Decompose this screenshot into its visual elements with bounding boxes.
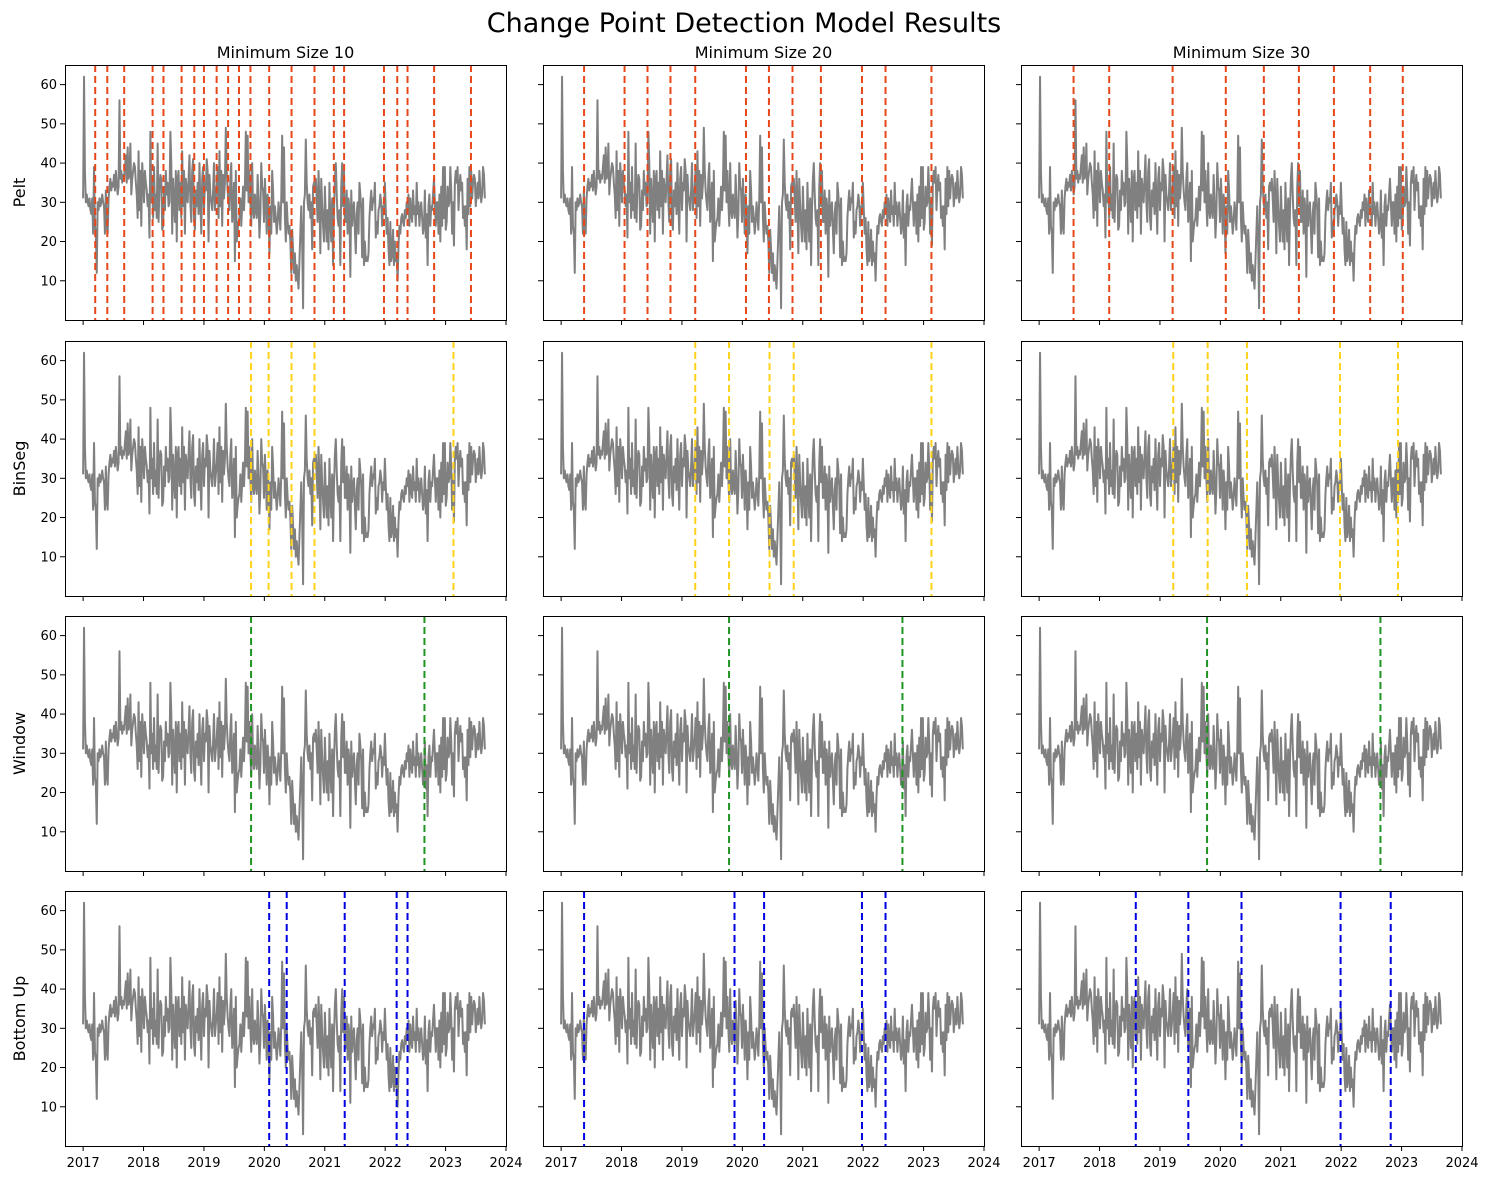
x-tick-label: 2017 [67, 1156, 100, 1171]
x-tick-label: 2023 [907, 1156, 940, 1171]
y-tick-label: 50 [40, 393, 57, 408]
subplot-window-col1: 10 20 30 40 50 60 [40, 616, 507, 876]
axes-frame [65, 65, 507, 321]
y-tick-label: 40 [40, 983, 57, 998]
subplot-bottom-up-col2: 2017 2018 2019 2020 2021 2022 2023 2024 [538, 891, 1001, 1171]
subplot-window-col2 [538, 616, 985, 876]
x-tick-label: 2018 [1083, 1156, 1116, 1171]
y-tick-label: 20 [40, 511, 57, 526]
subplot-binseg-col1: 10 20 30 40 50 60 [40, 341, 507, 601]
y-tick-label: 10 [40, 1100, 57, 1115]
y-tick-label: 40 [40, 157, 57, 172]
x-tick-label: 2024 [967, 1156, 1000, 1171]
subplot-window-col3 [1016, 616, 1463, 876]
x-tick-label: 2020 [248, 1156, 281, 1171]
x-tick-label: 2020 [1204, 1156, 1237, 1171]
chart-title: Change Point Detection Model Results [487, 8, 1001, 39]
row-label: Bottom Up [10, 976, 29, 1062]
y-tick-label: 60 [40, 629, 57, 644]
subplot-bottom-up-col1: 10 20 30 40 50 60 2017 2018 2019 2020 2021 2022 2023… [40, 891, 523, 1171]
y-tick-label: 60 [40, 78, 57, 93]
y-tick-label: 40 [40, 708, 57, 723]
x-tick-label: 2022 [1325, 1156, 1358, 1171]
row-label: Window [10, 712, 29, 775]
y-tick-label: 50 [40, 117, 57, 132]
axes-frame [65, 341, 507, 597]
y-tick-label: 30 [40, 747, 57, 762]
axes-frame [1021, 65, 1463, 321]
series-line [560, 901, 964, 1136]
column-title: Minimum Size 20 [695, 43, 833, 62]
series-line [1038, 901, 1442, 1136]
axes-frame [1021, 341, 1463, 597]
y-tick-label: 10 [40, 825, 57, 840]
y-tick-label: 30 [40, 1022, 57, 1037]
subplot-binseg-col3 [1016, 341, 1463, 601]
series-line [560, 351, 964, 586]
x-tick-label: 2024 [1445, 1156, 1478, 1171]
series-line [560, 75, 964, 310]
axes-frame [1021, 616, 1463, 872]
axes-frame [543, 616, 985, 872]
series-line [82, 75, 486, 310]
y-tick-label: 10 [40, 550, 57, 565]
column-title: Minimum Size 30 [1173, 43, 1311, 62]
series-line [1038, 626, 1442, 861]
subplot-pelt-col3 [1016, 65, 1463, 325]
x-tick-label: 2017 [1023, 1156, 1056, 1171]
subplot-binseg-col2 [538, 341, 985, 601]
x-tick-label: 2023 [429, 1156, 462, 1171]
y-tick-label: 20 [40, 235, 57, 250]
series-line [82, 626, 486, 861]
x-tick-label: 2018 [605, 1156, 638, 1171]
series-line [82, 351, 486, 586]
y-tick-label: 50 [40, 943, 57, 958]
row-label: BinSeg [10, 441, 29, 497]
y-tick-label: 50 [40, 668, 57, 683]
x-tick-label: 2021 [786, 1156, 819, 1171]
x-tick-label: 2019 [665, 1156, 698, 1171]
y-tick-label: 60 [40, 354, 57, 369]
y-tick-label: 40 [40, 433, 57, 448]
x-tick-label: 2017 [545, 1156, 578, 1171]
x-tick-label: 2019 [187, 1156, 220, 1171]
x-tick-label: 2019 [1143, 1156, 1176, 1171]
row-label: Pelt [10, 178, 29, 208]
column-title: Minimum Size 10 [217, 43, 355, 62]
y-tick-label: 60 [40, 904, 57, 919]
x-tick-label: 2023 [1385, 1156, 1418, 1171]
axes-frame [543, 341, 985, 597]
series-line [82, 901, 486, 1136]
series-line [1038, 75, 1442, 310]
subplot-pelt-col1: 10 20 30 40 50 60 [40, 65, 507, 325]
axes-frame [65, 891, 507, 1147]
x-tick-label: 2022 [847, 1156, 880, 1171]
x-tick-label: 2024 [489, 1156, 522, 1171]
axes-frame [543, 65, 985, 321]
y-tick-label: 30 [40, 196, 57, 211]
series-line [560, 626, 964, 861]
axes-frame [543, 891, 985, 1147]
subplot-pelt-col2 [538, 65, 985, 325]
y-tick-label: 20 [40, 1061, 57, 1076]
y-tick-label: 30 [40, 472, 57, 487]
subplot-bottom-up-col3: 2017 2018 2019 2020 2021 2022 2023 2024 [1016, 891, 1479, 1171]
axes-frame [65, 616, 507, 872]
panels-group: Minimum Size 10 Minimum Size 20 Minimum Si… [10, 43, 1479, 1171]
series-line [1038, 351, 1442, 586]
x-tick-label: 2021 [1264, 1156, 1297, 1171]
x-tick-label: 2022 [369, 1156, 402, 1171]
x-tick-label: 2018 [127, 1156, 160, 1171]
axes-frame [1021, 891, 1463, 1147]
x-tick-label: 2020 [726, 1156, 759, 1171]
y-tick-label: 20 [40, 786, 57, 801]
y-tick-label: 10 [40, 274, 57, 289]
x-tick-label: 2021 [308, 1156, 341, 1171]
